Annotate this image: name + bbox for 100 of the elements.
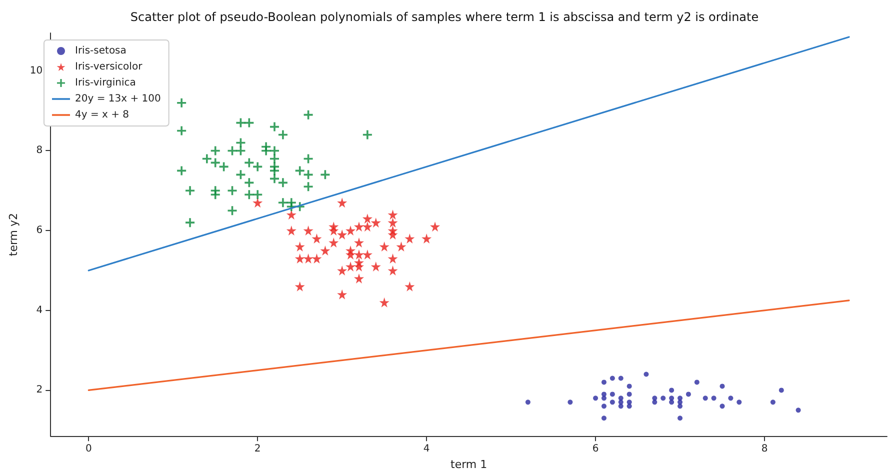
point [379, 297, 390, 308]
point [252, 198, 263, 208]
point [669, 388, 674, 393]
x-tick-label: 4 [423, 444, 430, 455]
point [270, 174, 280, 184]
legend-label: 20y = 13x + 100 [75, 94, 161, 104]
point [328, 226, 339, 236]
point [404, 281, 415, 292]
point [388, 230, 398, 240]
point [337, 230, 348, 240]
point [601, 392, 606, 397]
point [210, 190, 220, 200]
point [568, 400, 573, 405]
point [626, 404, 632, 409]
point [337, 289, 348, 300]
point [337, 198, 348, 208]
point [177, 166, 186, 176]
point [422, 234, 432, 244]
legend-label: 4y = x + 8 [75, 110, 130, 120]
point [294, 281, 305, 292]
point [720, 384, 725, 389]
legend-label: Iris-setosa [75, 46, 126, 56]
point [370, 218, 381, 228]
point [728, 396, 734, 401]
point [593, 396, 598, 401]
point [601, 396, 606, 401]
x-tick-label: 0 [85, 444, 92, 455]
point [278, 198, 288, 208]
point [312, 234, 322, 244]
point [262, 146, 271, 156]
point [303, 226, 314, 236]
point [686, 392, 691, 397]
point [669, 396, 674, 401]
point [303, 253, 314, 264]
point [286, 226, 296, 236]
point [186, 186, 195, 196]
point [362, 130, 372, 140]
point [626, 392, 632, 397]
point [618, 400, 624, 405]
point [736, 400, 742, 405]
y-tick-label: 10 [30, 65, 43, 76]
x-tick-label: 2 [254, 444, 261, 455]
point [294, 242, 305, 252]
point [618, 376, 624, 381]
point [177, 126, 186, 136]
point [346, 226, 356, 236]
point [601, 404, 606, 409]
point [278, 130, 288, 140]
point [396, 242, 406, 252]
point [362, 222, 372, 232]
point [388, 210, 398, 220]
y-axis-title: term y2 [7, 212, 20, 256]
point [694, 380, 700, 385]
point [388, 218, 398, 228]
point [228, 206, 237, 216]
point [270, 122, 280, 132]
point [294, 253, 305, 264]
chart-title: Scatter plot of pseudo-Boolean polynomials of samples where term 1 is abscissa and term y2 is ordinate [130, 10, 759, 24]
point [778, 388, 784, 393]
point [362, 250, 372, 260]
point [720, 404, 725, 409]
point [253, 190, 262, 200]
y-tick-label: 6 [36, 225, 43, 236]
point [346, 250, 356, 260]
point [346, 261, 356, 272]
y-tick-label: 2 [36, 384, 43, 396]
point [202, 154, 212, 164]
point [362, 214, 372, 224]
point [354, 238, 364, 248]
point [711, 396, 716, 401]
point [286, 210, 296, 220]
point [430, 222, 440, 232]
y-tick-label: 8 [36, 145, 43, 156]
point [210, 158, 220, 168]
legend-label: Iris-versicolor [75, 62, 144, 72]
point [244, 190, 254, 200]
point [601, 416, 606, 421]
point [388, 265, 398, 276]
point [337, 265, 348, 276]
point [404, 234, 415, 244]
point [601, 380, 606, 385]
point [312, 253, 322, 264]
point [626, 384, 632, 389]
x-tick-label: 6 [592, 444, 599, 455]
point [669, 400, 674, 405]
point [186, 218, 195, 228]
point [354, 261, 364, 272]
x-tick-label: 8 [761, 444, 768, 455]
point [610, 400, 615, 405]
y-tick-label: 4 [36, 304, 43, 316]
point [253, 162, 262, 172]
point [379, 242, 390, 252]
point [354, 250, 364, 260]
point [610, 392, 615, 397]
point [210, 146, 220, 156]
point [618, 404, 624, 409]
point [388, 253, 398, 264]
point [354, 273, 364, 284]
point [525, 400, 530, 405]
point [678, 404, 683, 409]
